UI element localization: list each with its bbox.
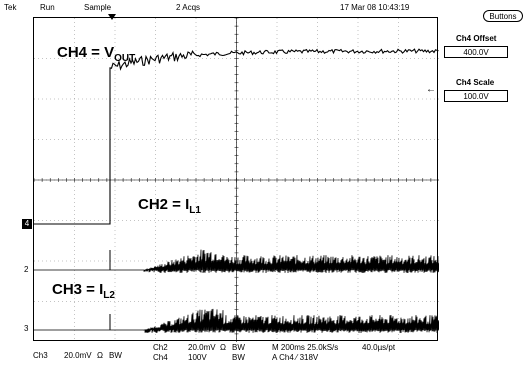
- ch3-label-main: CH3 = I: [52, 281, 104, 298]
- timestamp: 17 Mar 08 10:43:19: [340, 3, 410, 12]
- ch3-ground-marker[interactable]: 3: [24, 324, 29, 333]
- ch2-label-main: CH2 = I: [138, 196, 190, 213]
- ch4-vout-trace: [34, 48, 439, 225]
- sample-interval-readout: 40.0µs/pt: [362, 343, 396, 352]
- buttons-button[interactable]: Buttons: [483, 10, 523, 22]
- ch2-bandwidth-icon: BW: [232, 343, 245, 352]
- ch4-scale: 100V: [188, 353, 207, 362]
- waveform-canvas: [34, 18, 439, 342]
- ch3-scale: 20.0mV: [64, 351, 92, 360]
- run-state[interactable]: Run: [40, 3, 55, 12]
- ch2-unit: Ω: [220, 343, 226, 352]
- ch4-offset-title: Ch4 Offset: [456, 34, 497, 43]
- ch2-trace-label: CH2 = IL1: [138, 196, 201, 220]
- ch2-il1-trace: [34, 249, 439, 274]
- ch2-scale: 20.0mV: [188, 343, 216, 352]
- ch3-label-sub: L2: [103, 290, 115, 301]
- ch4-label-sub: OUT: [114, 53, 136, 64]
- ch2-name: Ch2: [153, 343, 168, 352]
- ch4-label-main: CH4 = V: [57, 44, 115, 61]
- trigger-position-marker[interactable]: [108, 14, 116, 20]
- ch4-bandwidth-icon: BW: [232, 353, 245, 362]
- oscilloscope-display: CH4 = VOUT CH2 = IL1 CH3 = IL2: [33, 17, 439, 342]
- ch4-scale-title: Ch4 Scale: [456, 78, 495, 87]
- ch4-offset-value[interactable]: 400.0V: [444, 46, 508, 58]
- ch2-ground-marker[interactable]: 2: [24, 265, 29, 274]
- brand-label: Tek: [4, 3, 17, 12]
- ch4-ground-marker[interactable]: 4: [22, 219, 32, 229]
- trigger-readout: A Ch4 ⁄ 318V: [272, 353, 319, 362]
- ch2-label-sub: L1: [189, 205, 201, 216]
- ch4-scale-value[interactable]: 100.0V: [444, 90, 508, 102]
- acquisition-mode[interactable]: Sample: [84, 3, 112, 12]
- trigger-level-arrow-icon[interactable]: ←: [426, 84, 436, 95]
- timebase-readout: M 200ms 25.0kS/s: [272, 343, 339, 352]
- ch3-bandwidth-icon: BW: [109, 351, 122, 360]
- acquisition-count: 2 Acqs: [176, 3, 201, 12]
- ch3-name: Ch3: [33, 351, 48, 360]
- ch3-unit: Ω: [97, 351, 103, 360]
- ch4-trace-label: CH4 = VOUT: [57, 44, 135, 68]
- ch3-il2-trace: [34, 308, 439, 334]
- ch3-trace-label: CH3 = IL2: [52, 281, 115, 305]
- ch4-name: Ch4: [153, 353, 168, 362]
